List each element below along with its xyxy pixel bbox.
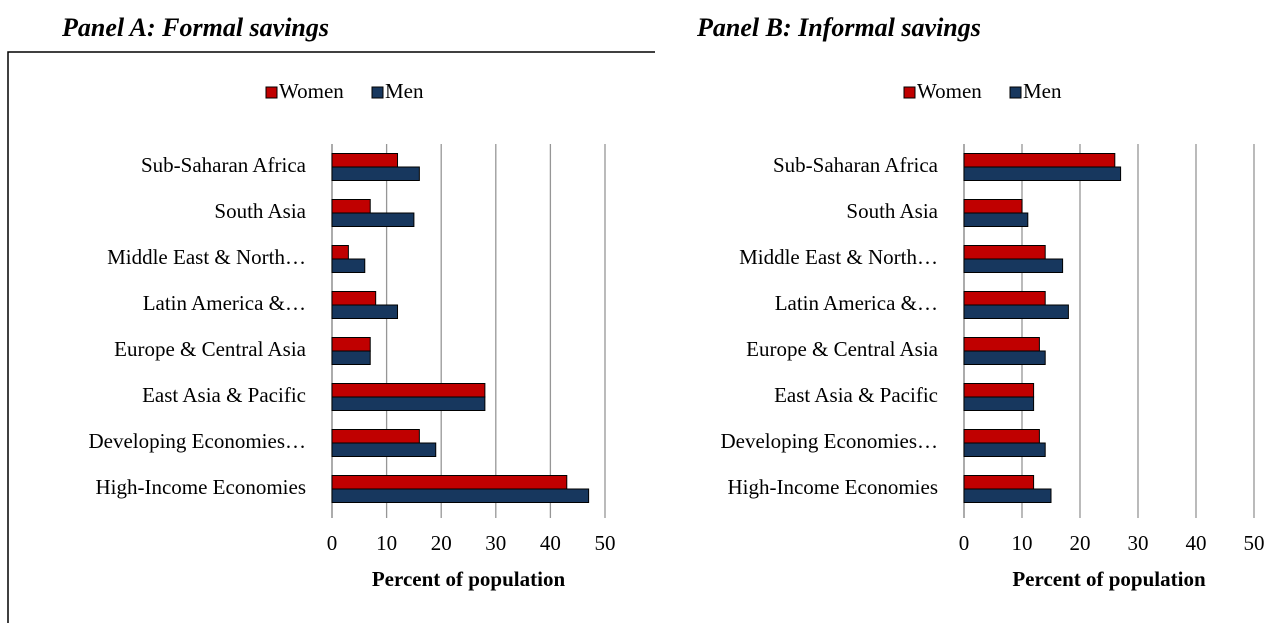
legend-swatch: [371, 86, 384, 99]
legend-label: Men: [1023, 79, 1062, 103]
legend-label: Women: [279, 79, 344, 103]
y-tick-label: Developing Economies…: [720, 429, 938, 453]
bar: [963, 245, 1046, 260]
x-axis-label: Percent of population: [372, 567, 566, 591]
bar: [331, 429, 420, 444]
legend-swatch: [903, 86, 916, 99]
y-tick-label: South Asia: [214, 199, 306, 223]
x-axis-label: Percent of population: [1012, 567, 1206, 591]
x-tick-label: 20: [1070, 531, 1091, 555]
x-tick-label: 30: [1128, 531, 1149, 555]
bar: [331, 383, 486, 398]
panel-title: Panel B: Informal savings: [696, 13, 981, 42]
x-tick-label: 30: [485, 531, 506, 555]
x-tick-label: 50: [595, 531, 616, 555]
bar: [963, 350, 1046, 365]
bar: [331, 350, 371, 365]
bar: [963, 337, 1040, 352]
bar: [331, 166, 420, 181]
bar: [331, 337, 371, 352]
y-tick-label: Latin America &…: [143, 291, 306, 315]
bar: [331, 245, 349, 260]
bar: [331, 488, 590, 503]
x-tick-label: 50: [1244, 531, 1265, 555]
bar: [963, 212, 1029, 227]
frame: [7, 51, 655, 623]
panel-title: Panel A: Formal savings: [61, 13, 329, 42]
bar: [331, 153, 399, 168]
bar: [331, 396, 486, 411]
y-tick-label: East Asia & Pacific: [142, 383, 306, 407]
legend-label: Men: [385, 79, 424, 103]
y-tick-label: Developing Economies…: [88, 429, 306, 453]
y-tick-label: Sub-Saharan Africa: [141, 153, 307, 177]
y-tick-label: East Asia & Pacific: [774, 383, 938, 407]
bar: [963, 166, 1122, 181]
x-tick-label: 10: [1012, 531, 1033, 555]
y-tick-label: Europe & Central Asia: [746, 337, 939, 361]
bar: [963, 488, 1052, 503]
bar: [963, 258, 1064, 273]
bar: [963, 429, 1040, 444]
bar: [331, 442, 437, 457]
bar: [331, 291, 377, 306]
bar: [331, 475, 568, 490]
legend-swatch: [265, 86, 278, 99]
x-tick-label: 20: [431, 531, 452, 555]
x-tick-label: 0: [959, 531, 970, 555]
y-tick-label: Middle East & North…: [107, 245, 306, 269]
bar: [963, 291, 1046, 306]
x-tick-label: 0: [327, 531, 338, 555]
bar: [963, 442, 1046, 457]
bar: [331, 212, 415, 227]
x-tick-label: 40: [540, 531, 561, 555]
bar: [331, 199, 371, 214]
legend-swatch: [1009, 86, 1022, 99]
bar: [963, 475, 1035, 490]
legend-label: Women: [917, 79, 982, 103]
y-tick-label: South Asia: [846, 199, 938, 223]
x-tick-label: 10: [376, 531, 397, 555]
y-tick-label: High-Income Economies: [95, 475, 306, 499]
bar: [331, 258, 366, 273]
bar: [963, 304, 1069, 319]
x-tick-label: 40: [1186, 531, 1207, 555]
bar: [331, 304, 399, 319]
y-tick-label: Middle East & North…: [739, 245, 938, 269]
y-tick-label: High-Income Economies: [727, 475, 938, 499]
y-tick-label: Latin America &…: [775, 291, 938, 315]
y-tick-label: Europe & Central Asia: [114, 337, 307, 361]
bar: [963, 383, 1035, 398]
bar: [963, 199, 1023, 214]
y-tick-label: Sub-Saharan Africa: [773, 153, 939, 177]
bar: [963, 396, 1035, 411]
bar: [963, 153, 1116, 168]
